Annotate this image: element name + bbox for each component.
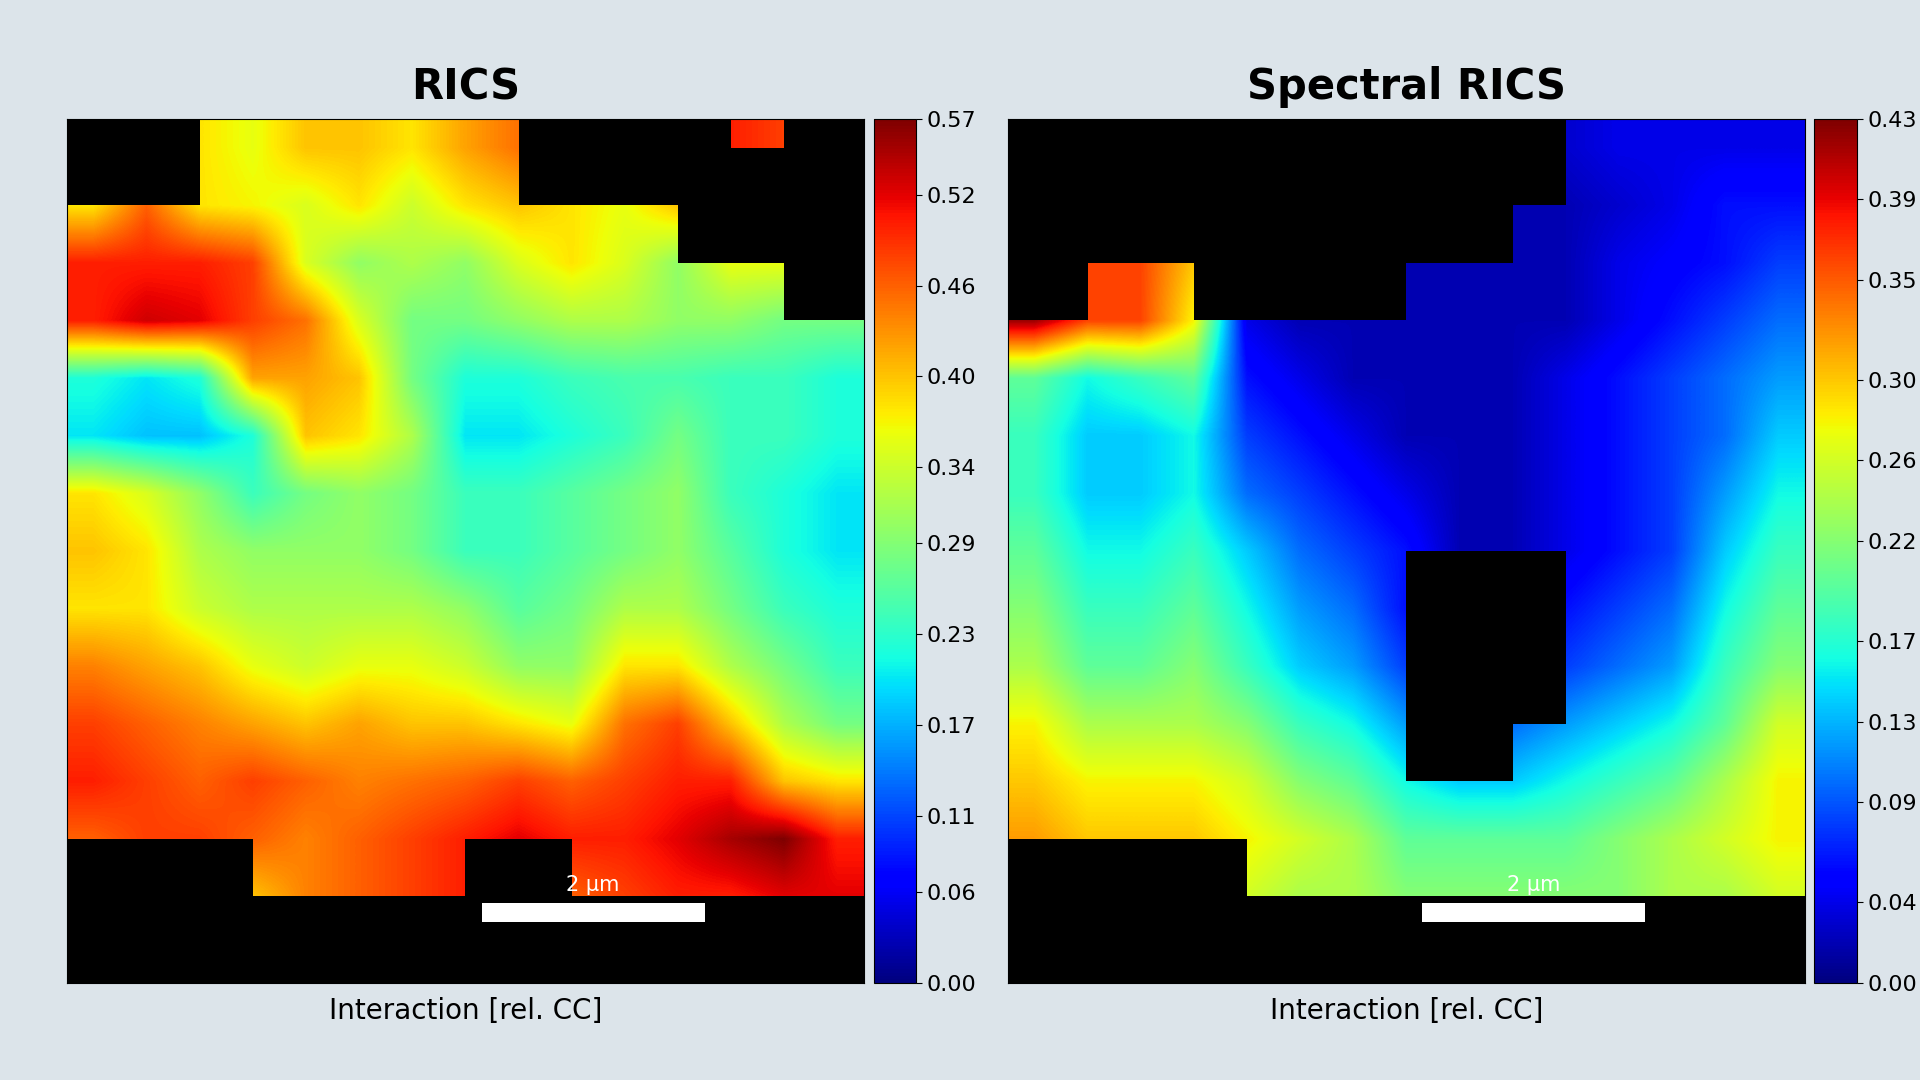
Title: RICS: RICS [411,66,520,108]
Bar [1423,903,1645,922]
Text: 2 μm: 2 μm [1507,875,1561,894]
Bar [482,903,705,922]
X-axis label: Interaction [rel. CC]: Interaction [rel. CC] [328,997,603,1025]
X-axis label: Interaction [rel. CC]: Interaction [rel. CC] [1269,997,1544,1025]
Title: Spectral RICS: Spectral RICS [1246,66,1567,108]
Text: 2 μm: 2 μm [566,875,620,894]
